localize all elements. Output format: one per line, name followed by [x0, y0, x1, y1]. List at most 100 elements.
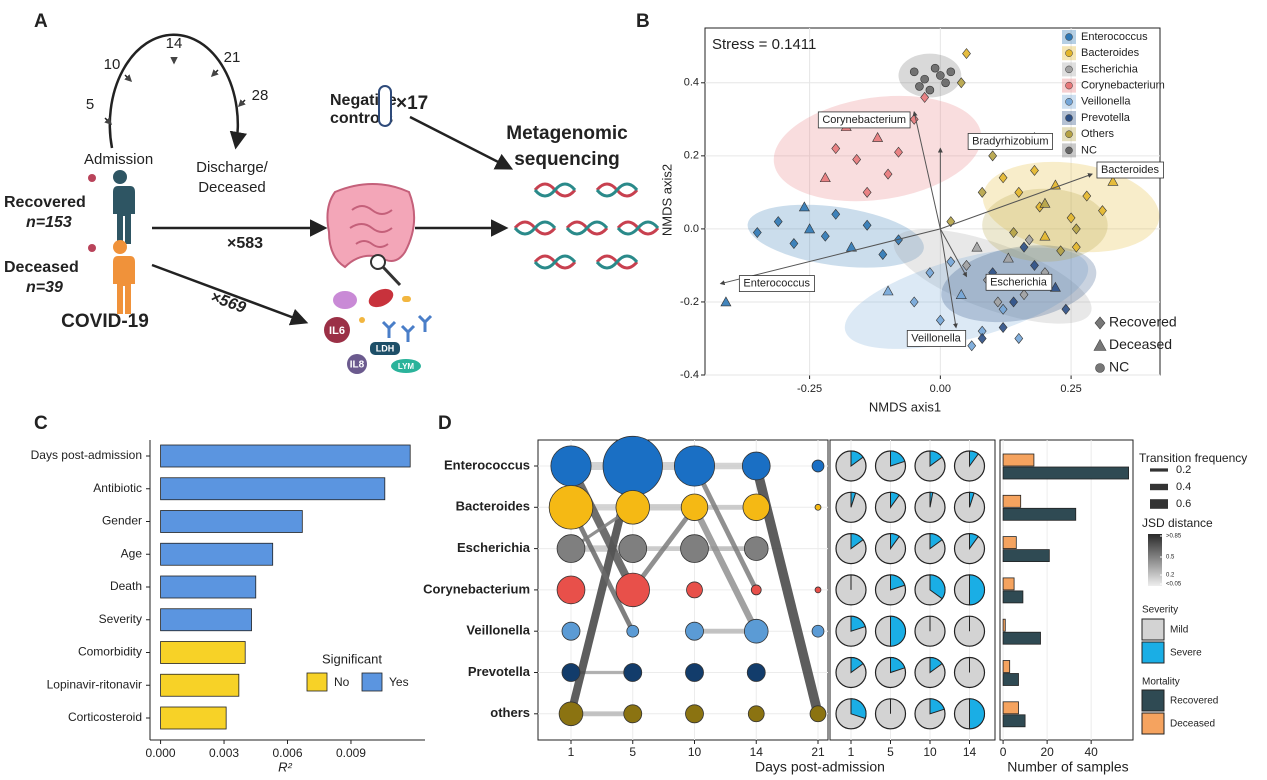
point	[920, 91, 930, 103]
point	[977, 332, 987, 344]
virus-icon	[88, 174, 96, 182]
bubble	[561, 621, 581, 641]
legend-label: Mild	[1170, 625, 1188, 636]
point	[789, 238, 799, 249]
x-axis-label: Number of samples	[1007, 759, 1128, 775]
pie-slice	[890, 450, 906, 467]
x-tick-label: 0.003	[209, 746, 239, 760]
bubble	[743, 618, 769, 644]
bubble	[623, 663, 643, 682]
bubble	[686, 581, 703, 599]
group-ellipse	[747, 204, 924, 268]
panel-label: D	[438, 413, 452, 434]
bar	[1002, 618, 1006, 632]
x-tick-label: 0.009	[336, 746, 366, 760]
y-tick-label: Prevotella	[468, 664, 531, 679]
x-axis-label: R²	[278, 759, 292, 774]
bubble	[747, 705, 765, 723]
pie-slice	[969, 450, 980, 468]
y-tick-label: Gender	[102, 514, 142, 528]
point	[819, 172, 831, 183]
controls-label: controls	[330, 110, 393, 127]
x-tick-label: 14	[750, 745, 764, 759]
timeline-day: 14	[166, 35, 183, 52]
legend-label: Escherichia	[1081, 63, 1139, 75]
point	[1014, 332, 1024, 344]
y-tick-label: -0.4	[680, 369, 699, 381]
legend-marker	[1065, 98, 1073, 106]
bar	[1002, 494, 1022, 508]
pie-slice	[969, 574, 985, 606]
legend-label: Recovered	[1170, 696, 1218, 707]
bar	[1002, 660, 1011, 673]
bar	[1002, 673, 1019, 686]
y-tick-label: Corticosteroid	[68, 710, 142, 724]
point	[831, 143, 841, 155]
bar	[160, 673, 240, 697]
y-tick-label: Antibiotic	[93, 481, 142, 495]
bar	[1002, 590, 1024, 604]
transition	[568, 506, 635, 633]
panel-label: B	[636, 11, 650, 32]
dna-icon	[595, 182, 639, 198]
legend-label: Deceased	[1109, 336, 1172, 352]
x-tick-label: 0	[1000, 745, 1007, 759]
x-tick-label: 0.00	[930, 383, 951, 395]
point	[915, 82, 924, 91]
timeline-arc	[108, 33, 247, 150]
point	[1014, 186, 1024, 198]
point	[1039, 230, 1051, 241]
point	[1024, 234, 1034, 246]
bubble	[750, 584, 762, 596]
bubble	[561, 663, 581, 682]
point	[998, 303, 1008, 315]
legend-label: Enterococcus	[1081, 31, 1148, 43]
y-tick-label: Comorbidity	[78, 645, 142, 659]
legend-label: Prevotella	[1081, 112, 1131, 124]
legend-marker	[1065, 33, 1073, 41]
gut-icon	[326, 183, 416, 287]
point	[1009, 296, 1018, 308]
point	[977, 186, 987, 198]
point	[1002, 252, 1014, 263]
legend-key	[1141, 641, 1165, 664]
legend-label: 0.4	[1176, 481, 1191, 493]
y-tick-label: Corynebacterium	[423, 581, 530, 596]
legend-label: No	[334, 675, 350, 689]
point	[862, 219, 872, 231]
point	[1082, 190, 1092, 202]
bubble	[556, 534, 586, 563]
legend-shape	[1093, 338, 1107, 351]
legend-title: JSD distance	[1142, 516, 1213, 530]
pie-slice	[929, 450, 943, 467]
legend-label: Yes	[389, 675, 409, 689]
legend-label: Bacteroides	[1081, 47, 1140, 59]
y-tick-label: Escherichia	[457, 540, 531, 555]
bar	[160, 444, 411, 468]
point	[955, 289, 967, 299]
tube-icon	[378, 85, 392, 127]
point	[720, 296, 732, 307]
pie-slice	[929, 574, 946, 600]
dna-icon	[616, 220, 660, 236]
point	[946, 256, 956, 268]
point	[1019, 241, 1029, 253]
timeline-day: 21	[224, 49, 241, 66]
x-tick-label: 0.25	[1060, 383, 1081, 395]
disease-label: COVID-19	[61, 311, 149, 332]
legend-title: Significant	[322, 651, 382, 666]
bubble	[602, 435, 663, 497]
point	[798, 201, 810, 212]
bubble	[615, 572, 650, 608]
plot-frame	[999, 439, 1134, 741]
point	[1009, 227, 1018, 239]
count-label: ×17	[396, 93, 428, 114]
x-tick-label: 5	[887, 745, 894, 759]
bar	[1002, 536, 1017, 549]
point	[883, 168, 893, 180]
dna-icon	[565, 220, 609, 236]
legend-label: Deceased	[1170, 719, 1215, 730]
bar	[1002, 577, 1015, 591]
point	[936, 71, 945, 80]
